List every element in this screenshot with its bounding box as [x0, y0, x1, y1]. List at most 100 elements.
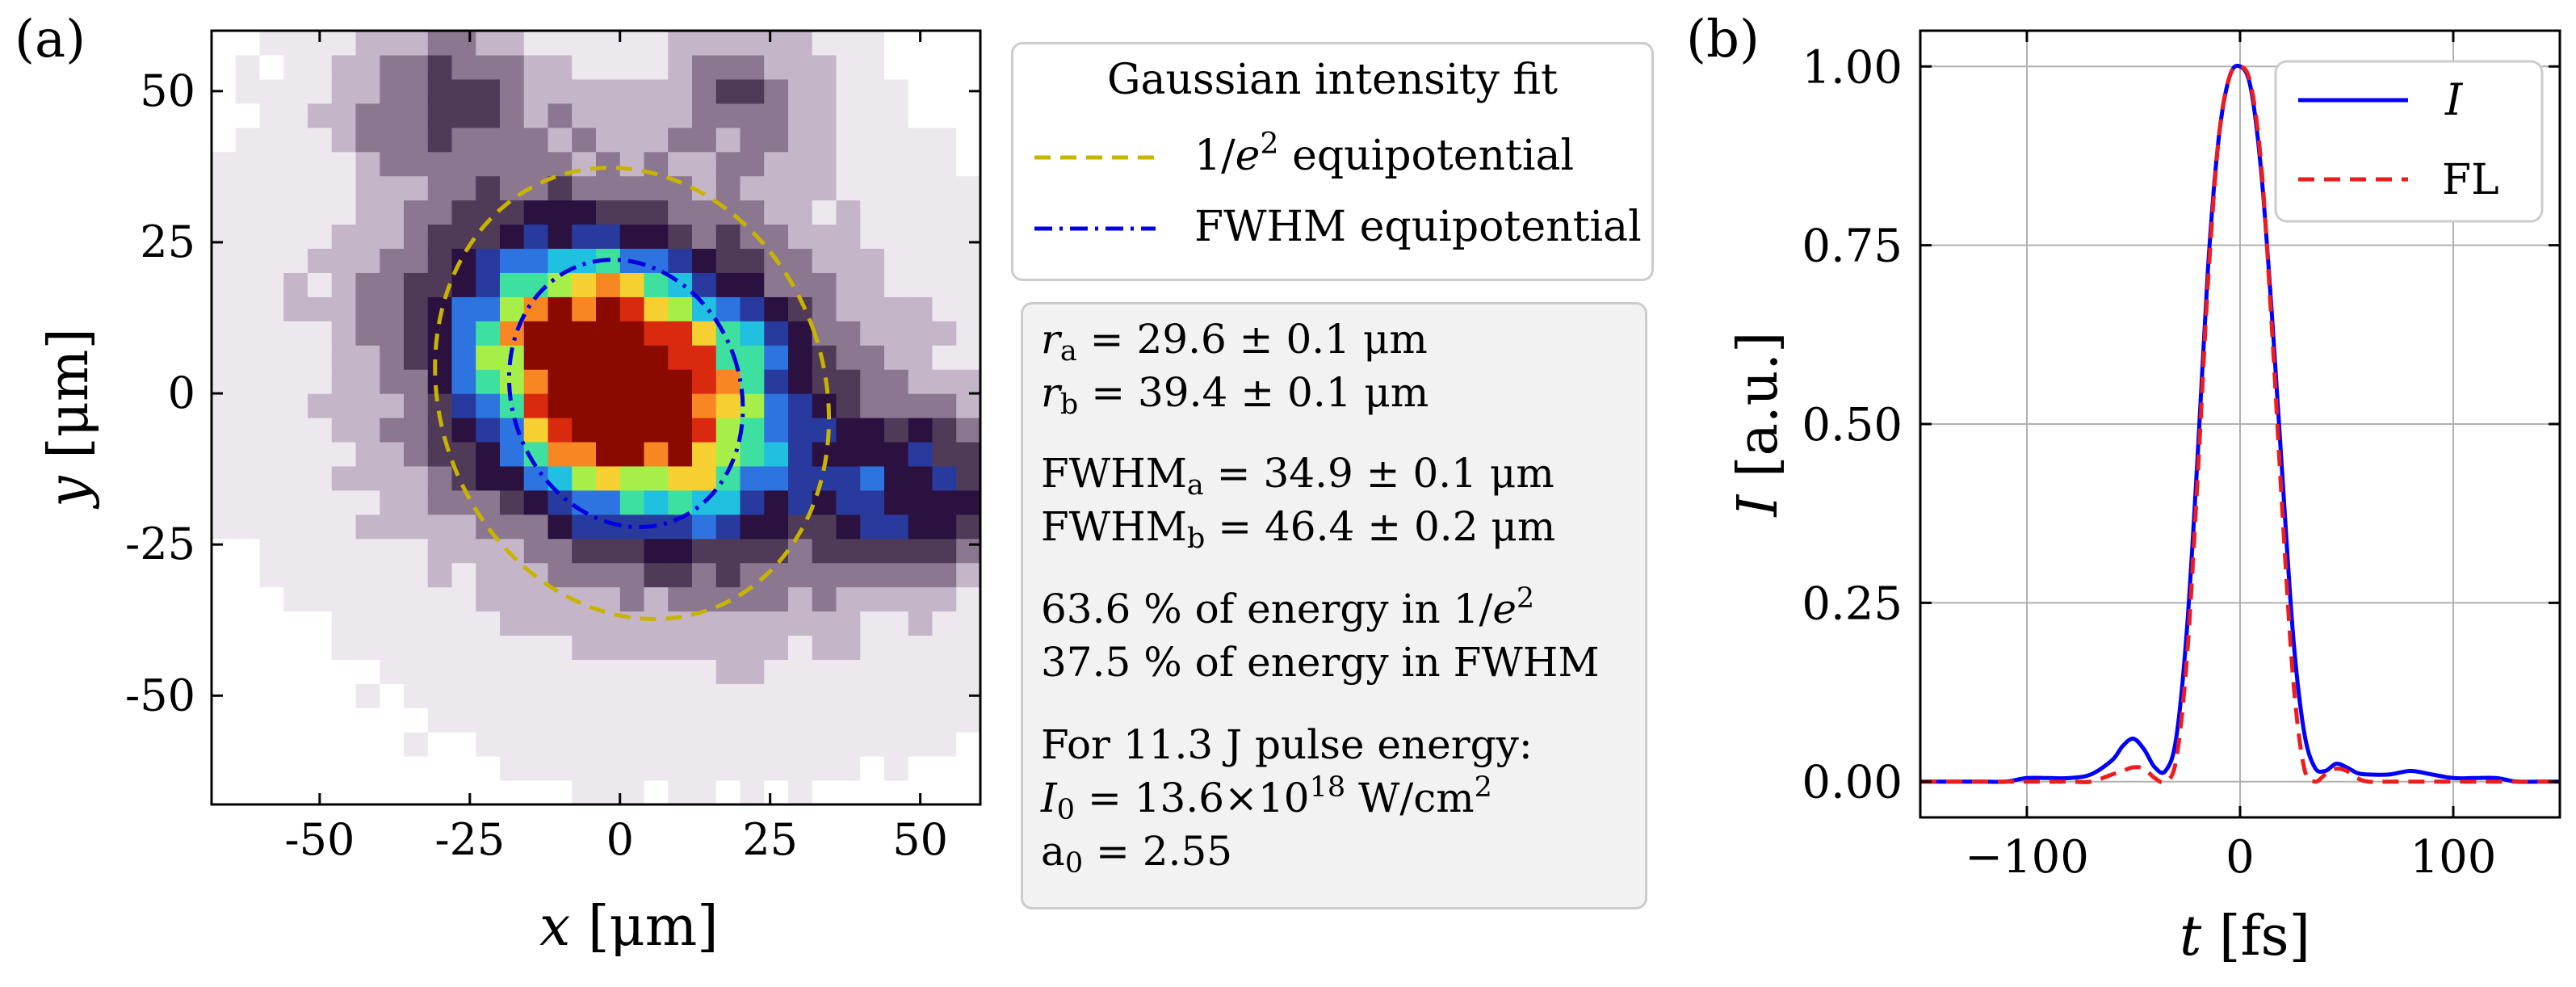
heatmap-cell: [860, 127, 885, 153]
heatmap-cell: [355, 393, 380, 418]
heatmap-cell: [523, 659, 549, 684]
heatmap-cell: [476, 659, 501, 684]
heatmap-cell: [572, 54, 597, 80]
heatmap-cell: [956, 369, 980, 394]
heatmap-cell: [308, 756, 333, 781]
heatmap-cell: [523, 224, 549, 250]
heatmap-cell: [548, 54, 573, 80]
heatmap-cell: [908, 586, 933, 612]
heatmap-cell: [908, 200, 933, 225]
heatmap-cell: [692, 659, 717, 684]
heatmap-cell: [715, 635, 741, 660]
heatmap-cell: [860, 224, 885, 250]
heatmap-cell: [451, 418, 476, 443]
heatmap-cell: [668, 418, 693, 443]
heatmap-cell: [308, 465, 333, 491]
heatmap-cell: [259, 224, 284, 250]
heatmap-cell: [860, 248, 885, 273]
heatmap-cell: [956, 418, 980, 443]
heatmap-cell: [956, 248, 980, 273]
heatmap-cell: [380, 224, 405, 250]
heatmap-cell: [908, 296, 933, 321]
heatmap-cell: [932, 127, 957, 153]
heatmap-cell: [596, 200, 621, 225]
heatmap-cell: [523, 272, 549, 297]
heatmap-cell: [788, 708, 813, 733]
heatmap-cell: [427, 708, 453, 733]
heatmap-cell: [355, 54, 380, 80]
heatmap-cell: [355, 418, 380, 443]
heatmap-cell: [715, 175, 741, 201]
heatmap-cell: [404, 369, 429, 394]
heatmap-cell: [235, 103, 261, 128]
heatmap-cell: [380, 78, 405, 104]
heatmap-cell: [235, 248, 261, 273]
heatmap-cell: [427, 780, 453, 804]
heatmap-cell: [451, 441, 476, 467]
heatmap-cell: [764, 489, 789, 515]
heatmap-cell: [788, 345, 813, 370]
heatmap-cell: [476, 248, 501, 273]
heatmap-cell: [644, 175, 669, 201]
heatmap-cell: [932, 562, 957, 588]
heatmap-cell: [932, 659, 957, 684]
heatmap-cell: [451, 659, 476, 684]
heatmap-cell: [884, 127, 909, 153]
heatmap-cell: [500, 538, 525, 564]
heatmap-cell: [500, 54, 525, 80]
heatmap-cell: [860, 321, 885, 346]
heatmap-cell: [259, 586, 284, 612]
heatmap-cell: [427, 224, 453, 250]
ellipse-fwhm-equipotential: [506, 258, 745, 530]
heatmap-cell: [548, 611, 573, 636]
heatmap-cell: [283, 127, 308, 153]
heatmap-cell: [619, 200, 645, 225]
heatmap-cell: [596, 296, 621, 321]
heatmap-cell: [668, 635, 693, 660]
heatmap-cell: [764, 31, 789, 56]
heatmap-cell: [212, 151, 237, 177]
legend-a-swatch-e2: [1034, 155, 1156, 160]
heatmap-cell: [932, 369, 957, 394]
heatmap-cell: [259, 465, 284, 491]
heatmap-cell: [427, 683, 453, 708]
heatmap-cell: [908, 562, 933, 588]
heatmap-cell: [235, 732, 261, 757]
heatmap-cell: [572, 296, 597, 321]
heatmap-cell: [740, 78, 765, 104]
heatmap-cell: [860, 659, 885, 684]
heatmap-cell: [812, 272, 837, 297]
heatmap-cell: [404, 683, 429, 708]
heatmap-cell: [283, 683, 308, 708]
heatmap-cell: [331, 248, 357, 273]
heatmap-cell: [956, 200, 980, 225]
heatmap-cell: [860, 586, 885, 612]
heatmap-cell: [836, 78, 861, 104]
heatmap-cell: [644, 635, 669, 660]
heatmap-cell: [283, 78, 308, 104]
heatmap-cell: [596, 175, 621, 201]
fit-I0: I0 = 13.6×1018 W/cm2: [1041, 773, 1492, 835]
heatmap-cell: [596, 54, 621, 80]
heatmap-cell: [212, 465, 237, 491]
heatmap-cell: [476, 586, 501, 612]
heatmap-cell: [212, 224, 237, 250]
heatmap-cell: [764, 393, 789, 418]
heatmap-cell: [740, 489, 765, 515]
heatmap-cell: [668, 103, 693, 128]
heatmap-cell: [644, 586, 669, 612]
heatmap-cell: [212, 393, 237, 418]
heatmap-cell: [523, 708, 549, 733]
fit-rb-value: = 39.4 ± 0.1 μm: [1078, 369, 1429, 416]
heatmap-cell: [331, 224, 357, 250]
heatmap-cell: [715, 441, 741, 467]
heatmap-cell: [836, 611, 861, 636]
heatmap-cell: [884, 175, 909, 201]
heatmap-cell: [692, 103, 717, 128]
heatmap-cell: [283, 538, 308, 564]
heatmap-cell: [451, 611, 476, 636]
heatmap-cell: [619, 393, 645, 418]
heatmap-cell: [523, 418, 549, 443]
heatmap-cell: [836, 393, 861, 418]
heatmap-cell: [956, 151, 980, 177]
